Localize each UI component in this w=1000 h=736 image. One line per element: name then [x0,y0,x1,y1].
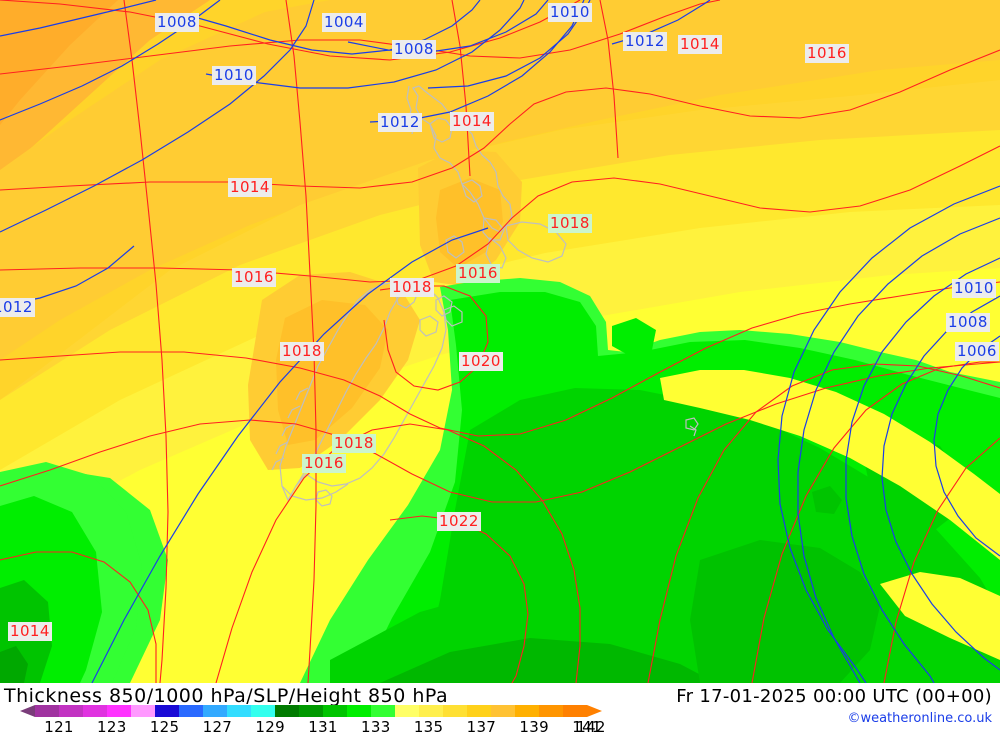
colorbar-swatch [155,705,179,717]
colorbar-tick: 129 [255,718,285,736]
colorbar-tick: 121 [44,718,74,736]
colorbar-swatch [227,705,251,717]
colorbar-tick: 125 [149,718,180,736]
colorbar-tick: 139 [519,718,549,736]
colorbar-swatch [467,705,491,717]
colorbar-swatch [515,705,539,717]
colorbar-swatch [203,705,227,717]
contour-label: 1022 [437,512,481,531]
contour-label: 1014 [678,35,722,54]
contour-label: 1018 [548,214,592,233]
weather-map[interactable]: 1014 1014 1014 1016 1016 1016 1016 1018 … [0,0,1000,683]
colorbar-swatch [179,705,203,717]
colorbar-tick: 127 [202,718,233,736]
colorbar-tick: 137 [466,718,497,736]
contour-label: 1018 [332,434,376,453]
colorbar-tick: 141 [572,718,602,736]
contour-label: 1008 [946,313,990,332]
contour-label: 1016 [232,268,276,287]
colorbar-swatch [107,705,131,717]
contour-label: 1004 [322,13,366,32]
colorbar-swatch [59,705,83,717]
contour-label: 1018 [280,342,324,361]
colorbar-swatches[interactable] [35,705,587,717]
colorbar-swatch [443,705,467,717]
height-contour-layer [0,0,1000,683]
colorbar-tick: 123 [97,718,127,736]
colorbar-left-arrow [20,705,35,717]
colorbar-tick: 133 [361,718,391,736]
run-datetime: Fr 17-01-2025 00:00 UTC (00+00) [676,686,992,707]
colorbar-tick: 135 [413,718,444,736]
contour-label: 1012 [623,32,667,51]
colorbar-swatch [251,705,275,717]
colorbar-swatch [83,705,107,717]
map-canvas [0,0,1000,683]
colorbar-swatch [371,705,395,717]
colorbar-swatch [491,705,515,717]
contour-label: 1010 [548,3,592,22]
contour-label: 1010 [212,66,256,85]
colorbar-swatch [299,705,323,717]
contour-label: 1006 [955,342,999,361]
contour-label: 1012 [378,113,422,132]
contour-label: 1016 [302,454,346,473]
colorbar-swatch [419,705,443,717]
colorbar-swatch [35,705,59,717]
colorbar-tick: 142 [576,718,606,736]
copyright-notice: ©weatheronline.co.uk [847,711,992,726]
colorbar-tick: 131 [308,718,338,736]
colorbar-swatch [539,705,563,717]
contour-label: 1020 [459,352,503,371]
colorbar-swatch [347,705,371,717]
legend-title: Thickness 850/1000 hPa/SLP/Height 850 hP… [4,685,449,707]
contour-label: 1010 [952,279,996,298]
colorbar-right-arrow [587,705,602,717]
contour-label: 1008 [392,40,436,59]
contour-label: 1016 [805,44,849,63]
contour-label: 1012 [0,298,35,317]
contour-label: 1018 [390,278,434,297]
contour-label: 1014 [8,622,52,641]
contour-label: 1016 [456,264,500,283]
contour-label: 1008 [155,13,199,32]
colorbar-tick-labels: 121 123 125 127 129 131 133 135 137 139 141 142 [20,718,605,736]
contour-label: 1014 [228,178,272,197]
colorbar-swatch [323,705,347,717]
colorbar-swatch [563,705,587,717]
contour-label: 1014 [450,112,494,131]
colorbar-swatch [275,705,299,717]
colorbar[interactable] [20,703,602,719]
colorbar-swatch [131,705,155,717]
colorbar-swatch [395,705,419,717]
thickness-fill-layer [0,0,1000,683]
